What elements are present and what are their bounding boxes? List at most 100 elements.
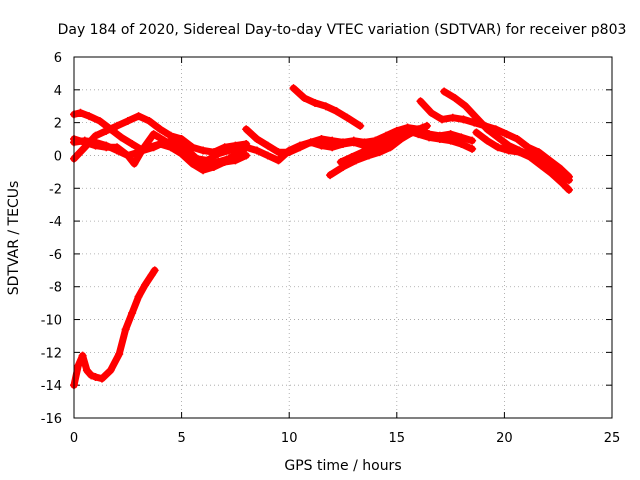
data-point bbox=[128, 308, 137, 317]
data-point bbox=[141, 281, 150, 290]
data-point bbox=[472, 113, 481, 122]
data-point bbox=[95, 116, 104, 125]
data-point bbox=[231, 156, 240, 165]
data-point bbox=[536, 161, 545, 170]
data-point bbox=[390, 138, 399, 147]
data-point bbox=[130, 159, 139, 168]
x-tick-label: 10 bbox=[281, 431, 298, 446]
data-point bbox=[113, 121, 122, 130]
data-point bbox=[106, 366, 115, 375]
series-track-g bbox=[289, 84, 365, 130]
data-point bbox=[564, 176, 573, 185]
data-point bbox=[242, 143, 251, 152]
data-point bbox=[450, 94, 459, 103]
data-point bbox=[422, 121, 431, 130]
y-axis-label: SDTVAR / TECUs bbox=[6, 181, 22, 296]
chart-title: Day 184 of 2020, Sidereal Day-to-day VTE… bbox=[58, 22, 627, 38]
data-point bbox=[468, 136, 477, 145]
series-track-d bbox=[70, 136, 251, 175]
data-point bbox=[145, 116, 154, 125]
data-point bbox=[416, 97, 425, 106]
data-point bbox=[427, 108, 436, 117]
data-point bbox=[502, 130, 511, 139]
data-point bbox=[121, 325, 130, 334]
x-tick-label: 20 bbox=[496, 431, 513, 446]
data-point bbox=[524, 143, 533, 152]
data-point bbox=[317, 141, 326, 150]
data-point bbox=[326, 171, 335, 180]
data-point bbox=[209, 162, 218, 171]
data-point bbox=[134, 112, 143, 121]
y-tick-label: 2 bbox=[54, 117, 62, 132]
data-point bbox=[358, 148, 367, 157]
data-point bbox=[87, 371, 96, 380]
data-point bbox=[78, 351, 87, 360]
data-point bbox=[252, 135, 261, 144]
data-point bbox=[513, 135, 522, 144]
x-axis-label: GPS time / hours bbox=[284, 458, 401, 474]
data-point bbox=[468, 144, 477, 153]
data-point bbox=[263, 151, 272, 160]
data-point bbox=[558, 179, 567, 188]
data-point bbox=[461, 102, 470, 111]
y-tick-label: -16 bbox=[41, 412, 62, 427]
data-point bbox=[369, 146, 378, 155]
data-point bbox=[343, 113, 352, 122]
data-point bbox=[82, 366, 91, 375]
data-point bbox=[74, 361, 83, 370]
x-tick-label: 0 bbox=[70, 431, 78, 446]
data-point bbox=[360, 141, 369, 150]
data-point bbox=[336, 158, 345, 167]
x-tick-label: 15 bbox=[389, 431, 406, 446]
data-point bbox=[448, 113, 457, 122]
data-point bbox=[379, 143, 388, 152]
data-point bbox=[150, 266, 159, 275]
data-point bbox=[547, 169, 556, 178]
data-point bbox=[412, 126, 421, 135]
data-point bbox=[91, 138, 100, 147]
y-tick-label: -4 bbox=[49, 215, 62, 230]
y-tick-label: 6 bbox=[54, 51, 62, 66]
x-tick-label: 5 bbox=[177, 431, 185, 446]
data-point bbox=[123, 151, 132, 160]
data-point bbox=[115, 350, 124, 359]
data-point bbox=[347, 153, 356, 162]
data-point bbox=[156, 139, 165, 148]
data-point bbox=[199, 166, 208, 175]
data-point bbox=[242, 151, 251, 160]
series-track-b bbox=[70, 112, 251, 163]
data-point bbox=[321, 102, 330, 111]
data-point bbox=[274, 148, 283, 157]
data-point bbox=[231, 141, 240, 150]
y-tick-label: -10 bbox=[41, 314, 62, 329]
data-point bbox=[332, 107, 341, 116]
data-point bbox=[328, 143, 337, 152]
data-point bbox=[220, 158, 229, 167]
data-point bbox=[437, 115, 446, 124]
x-tick-label: 25 bbox=[604, 431, 621, 446]
data-point bbox=[123, 116, 132, 125]
data-point bbox=[483, 136, 492, 145]
data-point bbox=[134, 148, 143, 157]
data-point bbox=[435, 135, 444, 144]
data-point bbox=[446, 136, 455, 145]
grid-layer bbox=[74, 57, 612, 418]
data-point bbox=[85, 112, 94, 121]
y-tick-label: -14 bbox=[41, 379, 62, 394]
data-point bbox=[177, 149, 186, 158]
data-point bbox=[80, 136, 89, 145]
data-point bbox=[117, 133, 126, 142]
series-track-l bbox=[472, 128, 573, 194]
data-point bbox=[339, 139, 347, 148]
data-point bbox=[300, 94, 309, 103]
y-tick-label: 4 bbox=[54, 84, 62, 99]
series-track-m bbox=[70, 266, 159, 390]
data-point bbox=[102, 126, 111, 135]
series-line bbox=[242, 127, 476, 164]
data-point bbox=[295, 141, 304, 150]
data-point bbox=[289, 84, 298, 93]
data-point bbox=[504, 146, 513, 155]
data-point bbox=[156, 125, 165, 134]
data-point bbox=[102, 141, 111, 150]
